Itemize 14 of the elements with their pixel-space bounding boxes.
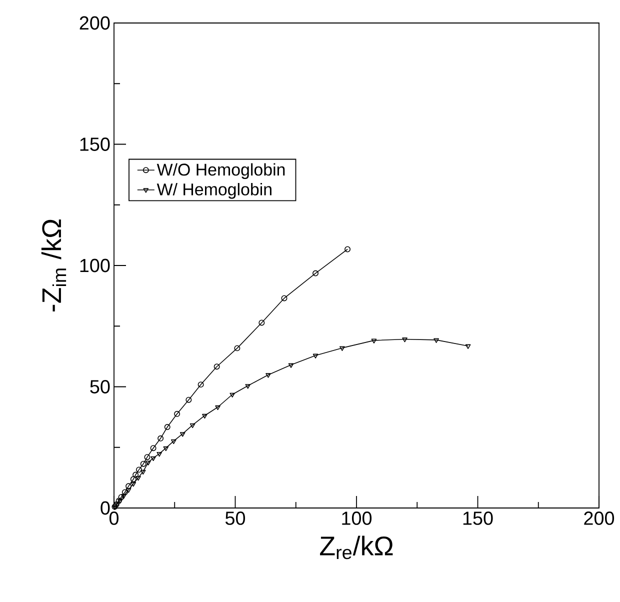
y-tick-label: 0: [100, 501, 110, 515]
y-tick-label: 100: [80, 258, 110, 272]
legend-label: W/O Hemoglobin: [156, 163, 285, 180]
x-tick-label: 100: [342, 512, 372, 525]
x-tick-label: 200: [584, 512, 614, 525]
x-tick-label: 50: [225, 512, 246, 525]
x-tick-label: 150: [463, 512, 493, 525]
x-tick-label: 0: [109, 512, 119, 525]
y-tick-label: 50: [90, 380, 110, 394]
y-tick-label: 200: [80, 16, 110, 30]
y-axis-title: -Z$_{im}$ /kΩ: [41, 220, 66, 312]
x-axis-title: Z$_{re}$/kΩ: [320, 536, 393, 560]
y-tick-label: 150: [80, 138, 110, 151]
legend-label: W/ Hemoglobin: [156, 182, 272, 199]
